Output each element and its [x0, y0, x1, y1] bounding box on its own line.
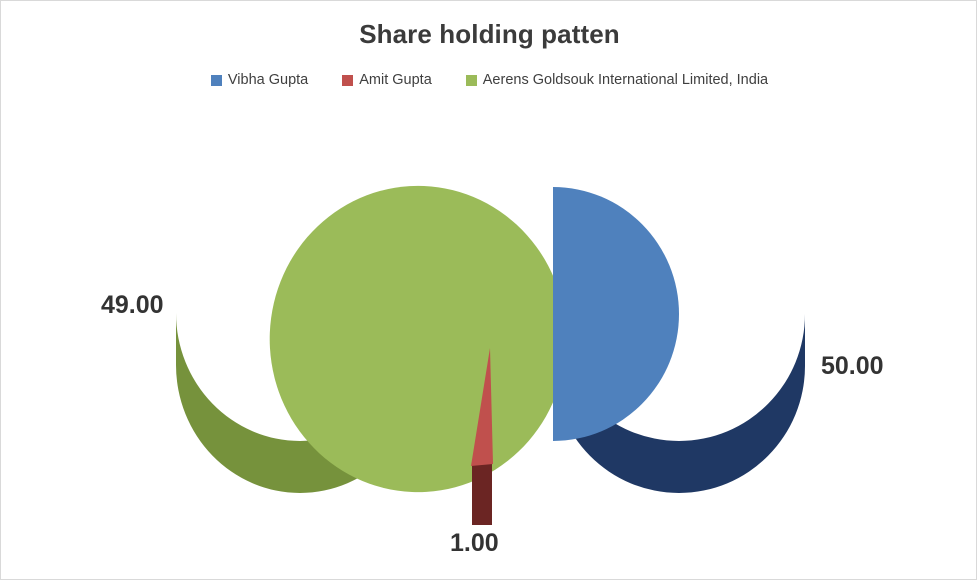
pie-slice-vibha-gupta-top	[553, 187, 679, 441]
legend-label-amit-gupta: Amit Gupta	[359, 72, 432, 88]
pie-slice-aerens-goldsouk-top-face	[269, 185, 567, 493]
legend-swatch-aerens-goldsouk	[465, 74, 477, 86]
data-label-vibha-gupta: 50.00	[821, 352, 884, 380]
pie-slice-amit-gupta[interactable]	[471, 348, 493, 525]
legend-label-aerens-goldsouk: Aerens Goldsouk International Limited, I…	[482, 72, 769, 88]
legend-swatch-amit-gupta	[342, 74, 354, 86]
pie-slice-vibha-gupta-side	[553, 314, 805, 493]
legend-swatch-vibha-gupta	[210, 74, 222, 86]
pie-slice-vibha-gupta[interactable]	[553, 187, 805, 493]
legend-item-vibha-gupta[interactable]: Vibha Gupta	[210, 72, 309, 88]
legend-label-vibha-gupta: Vibha Gupta	[227, 72, 309, 88]
chart-legend: Vibha Gupta Amit Gupta Aerens Goldsouk I…	[1, 72, 976, 88]
data-label-aerens-goldsouk: 49.00	[101, 291, 164, 319]
pie-slice-amit-gupta-side	[472, 464, 492, 525]
pie-slice-amit-gupta-top	[471, 348, 493, 466]
pie-slice-aerens-goldsouk[interactable]	[176, 185, 567, 493]
data-label-amit-gupta: 1.00	[450, 529, 499, 557]
chart-title: Share holding patten	[359, 19, 620, 49]
legend-item-aerens-goldsouk[interactable]: Aerens Goldsouk International Limited, I…	[465, 72, 769, 88]
legend-item-amit-gupta[interactable]: Amit Gupta	[342, 72, 432, 88]
